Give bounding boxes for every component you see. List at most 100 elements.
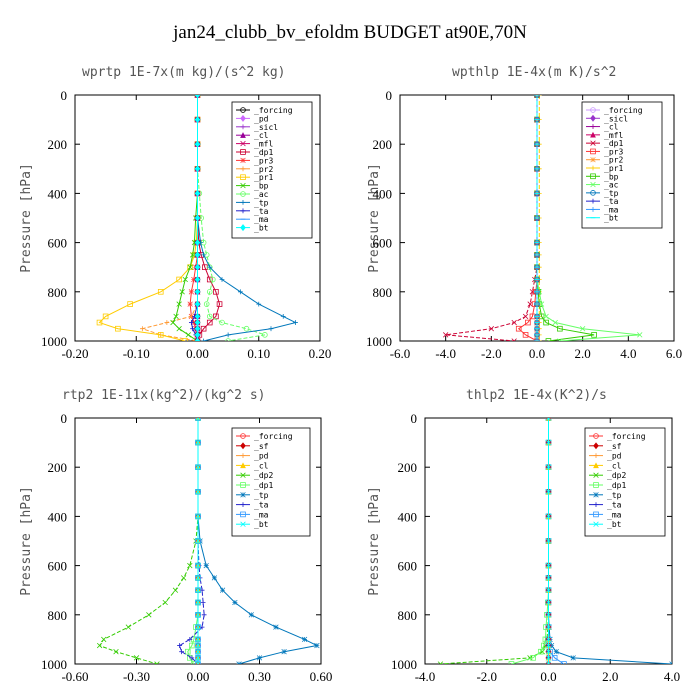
data-point-pr2	[164, 320, 170, 325]
series-group	[437, 418, 672, 664]
legend-marker	[240, 157, 246, 164]
data-point-ac	[637, 332, 643, 338]
data-point-dp1	[511, 338, 517, 341]
legend-marker	[240, 502, 246, 507]
data-point-tp	[293, 320, 298, 325]
legend-label: _forcing	[604, 106, 643, 115]
data-point-dp1	[537, 648, 544, 655]
data-point-bt	[195, 624, 201, 630]
series-line-dp1	[445, 95, 538, 341]
panel-4: thlp2 1E-4x(K^2)/s Pressure [hPa] -4.0 -2.0…	[367, 388, 680, 684]
data-point-tp	[268, 326, 274, 332]
data-point-pr3	[522, 332, 529, 338]
legend-marker	[240, 174, 246, 181]
data-point-bt	[195, 489, 201, 495]
data-point-bt	[194, 337, 201, 341]
legend-label: _cl	[254, 461, 269, 470]
data-point-dp2	[539, 649, 546, 655]
data-point-ma	[551, 655, 558, 661]
data-point-ta	[200, 600, 206, 605]
legend-label: _pd	[607, 452, 622, 461]
legend-marker	[593, 433, 599, 439]
data-point-dp1	[213, 288, 219, 295]
legend-label: _cl	[604, 123, 619, 132]
data-point-ta	[187, 637, 193, 642]
y-tick-label: 0	[411, 411, 418, 426]
legend-label: _cl	[254, 131, 269, 140]
data-point-ta	[177, 643, 182, 648]
data-point-bt	[195, 612, 201, 618]
y-tick-label: 400	[48, 186, 68, 201]
data-point-dp1	[200, 325, 207, 332]
data-point-bp	[185, 332, 191, 338]
data-point-pr1	[96, 319, 103, 326]
legend-marker	[240, 521, 246, 527]
legend-marker	[590, 148, 596, 155]
legend-label: _dp1	[254, 481, 273, 490]
series-group	[442, 95, 643, 341]
data-point-dp1	[206, 319, 213, 326]
data-point-bt	[545, 562, 552, 569]
data-point-dp2	[113, 649, 119, 655]
legend-label: _cl	[607, 461, 622, 470]
data-point-bp	[176, 301, 182, 307]
data-point-ta	[179, 649, 184, 655]
data-point-ac	[206, 288, 213, 295]
y-tick-label: 200	[48, 137, 68, 152]
data-point-pr3	[191, 276, 197, 283]
y-tick-label: 600	[373, 236, 393, 251]
legend-marker	[593, 511, 599, 518]
legend-label: _ma	[607, 510, 622, 519]
series-line-bp	[172, 95, 198, 341]
data-point-tp	[314, 642, 320, 649]
y-tick-label: 0	[61, 411, 68, 426]
legend-label: _ta	[604, 197, 619, 206]
data-point-bt	[195, 642, 201, 649]
data-point-bt	[195, 513, 201, 520]
data-point-bt	[194, 165, 201, 173]
data-point-tp	[203, 562, 209, 569]
legend-label: _ta	[607, 501, 622, 510]
data-point-tp	[273, 624, 279, 630]
x-tick-label: 2.0	[575, 346, 591, 361]
y-tick-label: 1000	[41, 657, 67, 672]
y-tick-label: 400	[48, 509, 68, 524]
legend-marker	[590, 198, 596, 204]
y-tick-label: 1000	[391, 657, 417, 672]
data-point-bt	[545, 649, 552, 655]
data-point-bp	[187, 264, 193, 270]
panel-title: wpthlp 1E-4x(m K)/s^2	[452, 65, 616, 80]
data-point-ac	[203, 301, 210, 307]
legend-marker	[240, 511, 246, 518]
legend-marker	[590, 124, 596, 129]
legend-marker	[240, 182, 246, 189]
panel-1: wprtp 1E-7x(m kg)/(s^2 kg) Pressure [hPa]…	[19, 65, 331, 361]
legend-label: _pd	[254, 114, 269, 123]
legend-label: _bt	[254, 224, 269, 233]
legend-label: _ta	[254, 207, 269, 216]
data-point-bt	[545, 599, 552, 606]
data-point-bt	[545, 538, 552, 544]
x-tick-label: 6.0	[666, 346, 682, 361]
data-point-tp	[207, 264, 213, 270]
data-point-bt	[194, 251, 201, 259]
data-point-dp2	[101, 636, 107, 643]
legend-label: _bt	[604, 214, 619, 223]
legend-marker	[240, 472, 246, 478]
data-point-dp1	[189, 642, 195, 649]
data-point-bp	[189, 252, 196, 258]
data-point-bt	[195, 661, 201, 664]
legend-label: _sicl	[254, 123, 278, 132]
data-point-bt	[194, 300, 201, 308]
x-tick-label: 4.0	[664, 669, 680, 684]
data-point-tp	[301, 636, 308, 643]
data-point-dp2	[133, 655, 140, 661]
y-axis-label: Pressure [hPa]	[19, 486, 34, 596]
data-point-dp2	[172, 587, 179, 593]
x-tick-label: -2.0	[481, 346, 502, 361]
data-point-pr2	[139, 326, 145, 332]
data-point-bt	[195, 649, 201, 655]
legend-label: _pr1	[254, 173, 273, 182]
data-point-pr3	[515, 325, 522, 332]
